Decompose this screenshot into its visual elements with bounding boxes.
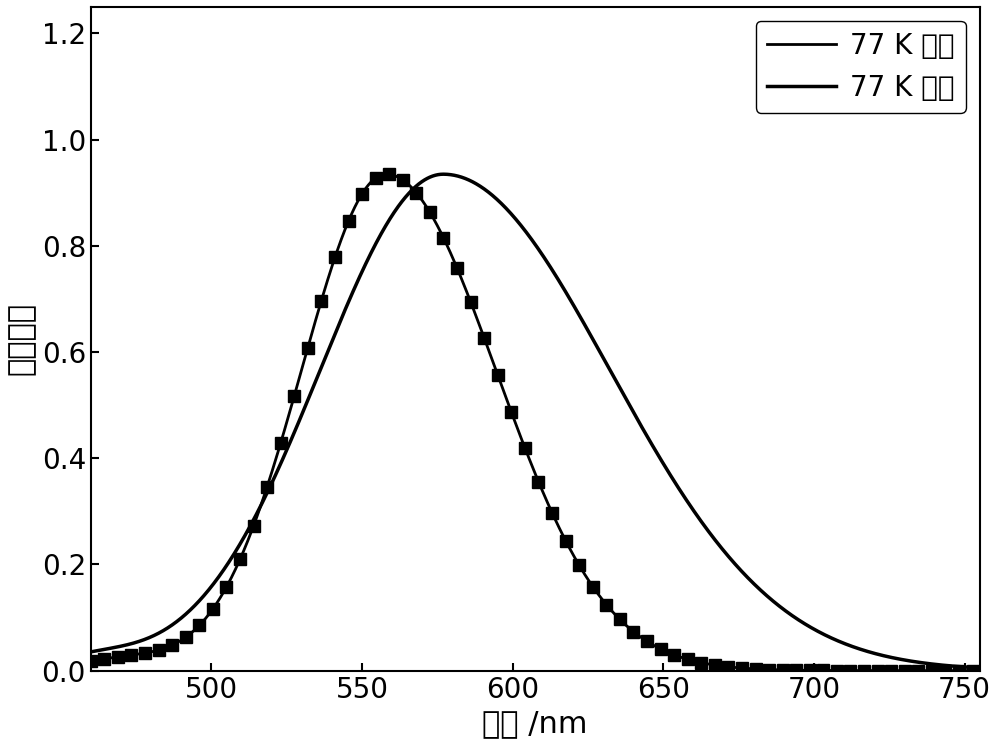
77 K 磷光	[963, 663, 975, 672]
77 K 荆光	[963, 666, 975, 675]
77 K 磷光	[131, 638, 143, 647]
77 K 荆光	[797, 666, 809, 675]
77 K 磷光	[963, 663, 975, 672]
77 K 荆光	[380, 170, 392, 179]
77 K 磷光	[85, 647, 97, 656]
77 K 荆光	[501, 396, 513, 405]
77 K 荆光	[989, 666, 1000, 675]
Legend: 77 K 荆光, 77 K 磷光: 77 K 荆光, 77 K 磷光	[756, 21, 966, 113]
Line: 77 K 荆光: 77 K 荆光	[91, 174, 995, 670]
Y-axis label: 发光强度: 发光强度	[7, 302, 36, 375]
77 K 荆光	[525, 458, 537, 467]
77 K 磷光	[437, 170, 449, 179]
X-axis label: 波长 /nm: 波长 /nm	[482, 709, 588, 738]
Line: 77 K 磷光: 77 K 磷光	[91, 174, 995, 668]
77 K 荆光	[85, 656, 97, 665]
77 K 磷光	[501, 205, 513, 214]
77 K 磷光	[797, 618, 809, 627]
77 K 荆光	[963, 666, 975, 675]
77 K 磷光	[525, 234, 537, 243]
77 K 荆光	[131, 650, 143, 659]
77 K 磷光	[989, 664, 1000, 673]
